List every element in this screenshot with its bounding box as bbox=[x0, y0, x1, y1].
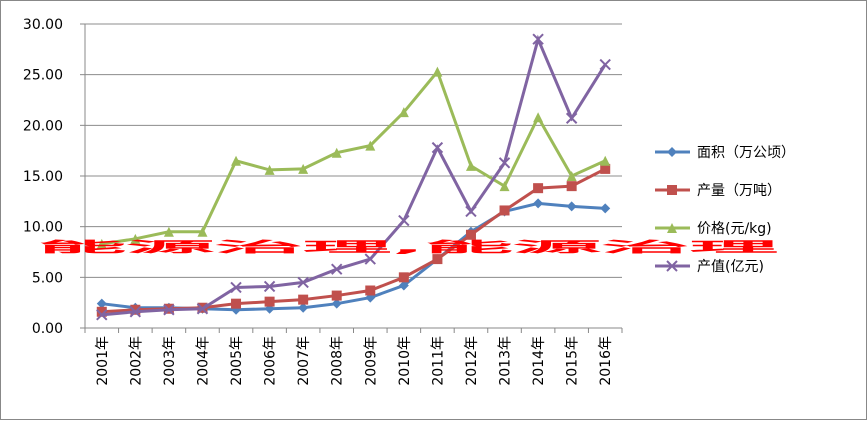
x-tick-label: 2011年 bbox=[430, 336, 446, 386]
series-line bbox=[101, 34, 607, 317]
marker bbox=[465, 205, 477, 218]
legend-label: 面积（万公顷） bbox=[697, 145, 795, 161]
marker bbox=[566, 171, 577, 181]
y-tick-label: 5.00 bbox=[32, 270, 63, 286]
marker bbox=[465, 229, 476, 240]
marker bbox=[398, 272, 409, 283]
y-tick-label: 10.00 bbox=[23, 220, 63, 236]
marker bbox=[298, 294, 309, 305]
marker bbox=[533, 112, 544, 123]
x-tick-label: 2007年 bbox=[296, 336, 312, 386]
marker bbox=[533, 183, 544, 194]
x-tick-label: 2012年 bbox=[464, 336, 480, 386]
marker bbox=[599, 58, 611, 71]
marker bbox=[197, 226, 208, 237]
legend-label: 产量（万吨） bbox=[697, 183, 781, 199]
marker bbox=[96, 298, 107, 309]
x-tick-label: 2002年 bbox=[128, 336, 144, 386]
marker bbox=[499, 205, 510, 216]
marker bbox=[600, 163, 611, 174]
marker bbox=[298, 302, 309, 313]
marker bbox=[196, 303, 209, 315]
marker bbox=[130, 233, 141, 244]
marker bbox=[600, 203, 611, 214]
legend-marker bbox=[667, 185, 677, 195]
y-tick-label: 30.00 bbox=[23, 17, 63, 33]
marker bbox=[498, 157, 511, 169]
marker bbox=[331, 290, 342, 301]
marker bbox=[600, 155, 611, 166]
marker bbox=[432, 254, 443, 265]
x-tick-label: 2015年 bbox=[565, 336, 581, 386]
marker bbox=[231, 155, 242, 166]
series-line bbox=[101, 68, 606, 246]
marker bbox=[499, 181, 510, 192]
x-tick-label: 2009年 bbox=[363, 336, 379, 386]
y-tick-label: 25.00 bbox=[23, 68, 63, 84]
x-tick-label: 2010年 bbox=[397, 336, 413, 386]
y-tick-label: 20.00 bbox=[23, 118, 63, 134]
marker bbox=[96, 238, 107, 249]
marker bbox=[331, 298, 342, 309]
marker bbox=[96, 309, 108, 321]
marker bbox=[263, 280, 276, 293]
marker bbox=[331, 147, 342, 158]
y-tick-label: 0.00 bbox=[32, 321, 63, 337]
x-tick-label: 2013年 bbox=[498, 336, 514, 386]
x-tick-label: 2016年 bbox=[598, 336, 614, 386]
marker bbox=[533, 198, 544, 209]
marker bbox=[298, 163, 309, 174]
marker bbox=[465, 160, 476, 171]
x-tick-label: 2001年 bbox=[95, 336, 111, 386]
marker bbox=[398, 280, 409, 291]
marker bbox=[365, 285, 376, 296]
x-tick-label: 2005年 bbox=[229, 336, 245, 386]
legend-label: 价格(元/kg) bbox=[697, 221, 772, 237]
legend-marker bbox=[667, 147, 677, 157]
legend-marker bbox=[666, 260, 678, 272]
marker bbox=[96, 306, 107, 317]
marker bbox=[398, 107, 409, 118]
marker bbox=[364, 253, 376, 265]
marker bbox=[163, 226, 174, 237]
marker bbox=[365, 140, 376, 151]
marker bbox=[129, 306, 142, 318]
marker bbox=[566, 181, 577, 192]
marker bbox=[566, 201, 577, 212]
marker bbox=[297, 276, 309, 289]
marker bbox=[163, 304, 175, 316]
x-tick-label: 2008年 bbox=[330, 336, 346, 386]
x-tick-label: 2006年 bbox=[263, 336, 279, 386]
marker bbox=[532, 33, 544, 45]
y-tick-label: 15.00 bbox=[23, 169, 63, 185]
overlay-annotation: 能源治理,能源治理 bbox=[38, 239, 778, 256]
marker bbox=[398, 214, 410, 227]
marker bbox=[264, 164, 275, 175]
marker bbox=[431, 141, 444, 154]
legend-label: 产值(亿元) bbox=[697, 259, 764, 275]
marker bbox=[264, 296, 275, 307]
marker bbox=[565, 112, 578, 124]
x-tick-label: 2003年 bbox=[162, 336, 178, 386]
marker bbox=[130, 304, 141, 315]
marker bbox=[331, 263, 343, 275]
x-tick-label: 2004年 bbox=[195, 336, 211, 386]
legend-marker bbox=[667, 223, 677, 233]
marker bbox=[231, 298, 242, 309]
x-tick-label: 2014年 bbox=[531, 336, 547, 386]
marker bbox=[230, 281, 242, 294]
marker bbox=[432, 66, 443, 77]
